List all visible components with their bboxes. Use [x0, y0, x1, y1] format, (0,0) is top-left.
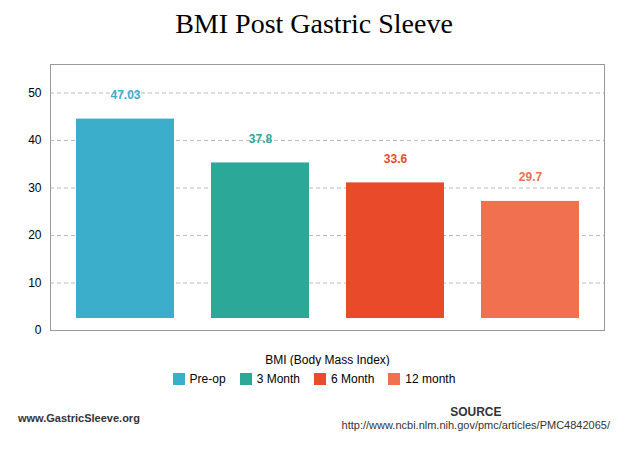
- html-text:SOURCE: SOURCE: [450, 405, 502, 419]
- html-text:12 month: 12 month: [405, 372, 456, 386]
- svg-text:10: 10: [28, 276, 42, 290]
- svg-text:47.03: 47.03: [110, 88, 140, 102]
- html-text:www.GastricSleeve.org: www.GastricSleeve.org: [18, 412, 140, 424]
- svg-text:BMI (Body Mass Index): BMI (Body Mass Index): [265, 353, 390, 367]
- svg-text:37.8: 37.8: [249, 132, 273, 146]
- svg-text:33.6: 33.6: [384, 152, 408, 166]
- svg-text:0: 0: [35, 323, 42, 337]
- html-text:3 Month: 3 Month: [256, 372, 300, 386]
- svg-text:20: 20: [28, 228, 42, 242]
- html-text:BMI Post Gastric Sleeve: BMI Post Gastric Sleeve: [175, 8, 453, 39]
- html-text:http://www.ncbi.nlm.nih.gov/pm: http://www.ncbi.nlm.nih.gov/pmc/articles…: [341, 419, 610, 431]
- svg-text:30: 30: [28, 181, 42, 195]
- html-text:Pre-op: Pre-op: [189, 372, 226, 386]
- svg-text:40: 40: [28, 133, 42, 147]
- svg-text:50: 50: [28, 86, 42, 100]
- svg-text:29.7: 29.7: [519, 170, 543, 184]
- html-text:6 Month: 6 Month: [331, 372, 375, 386]
